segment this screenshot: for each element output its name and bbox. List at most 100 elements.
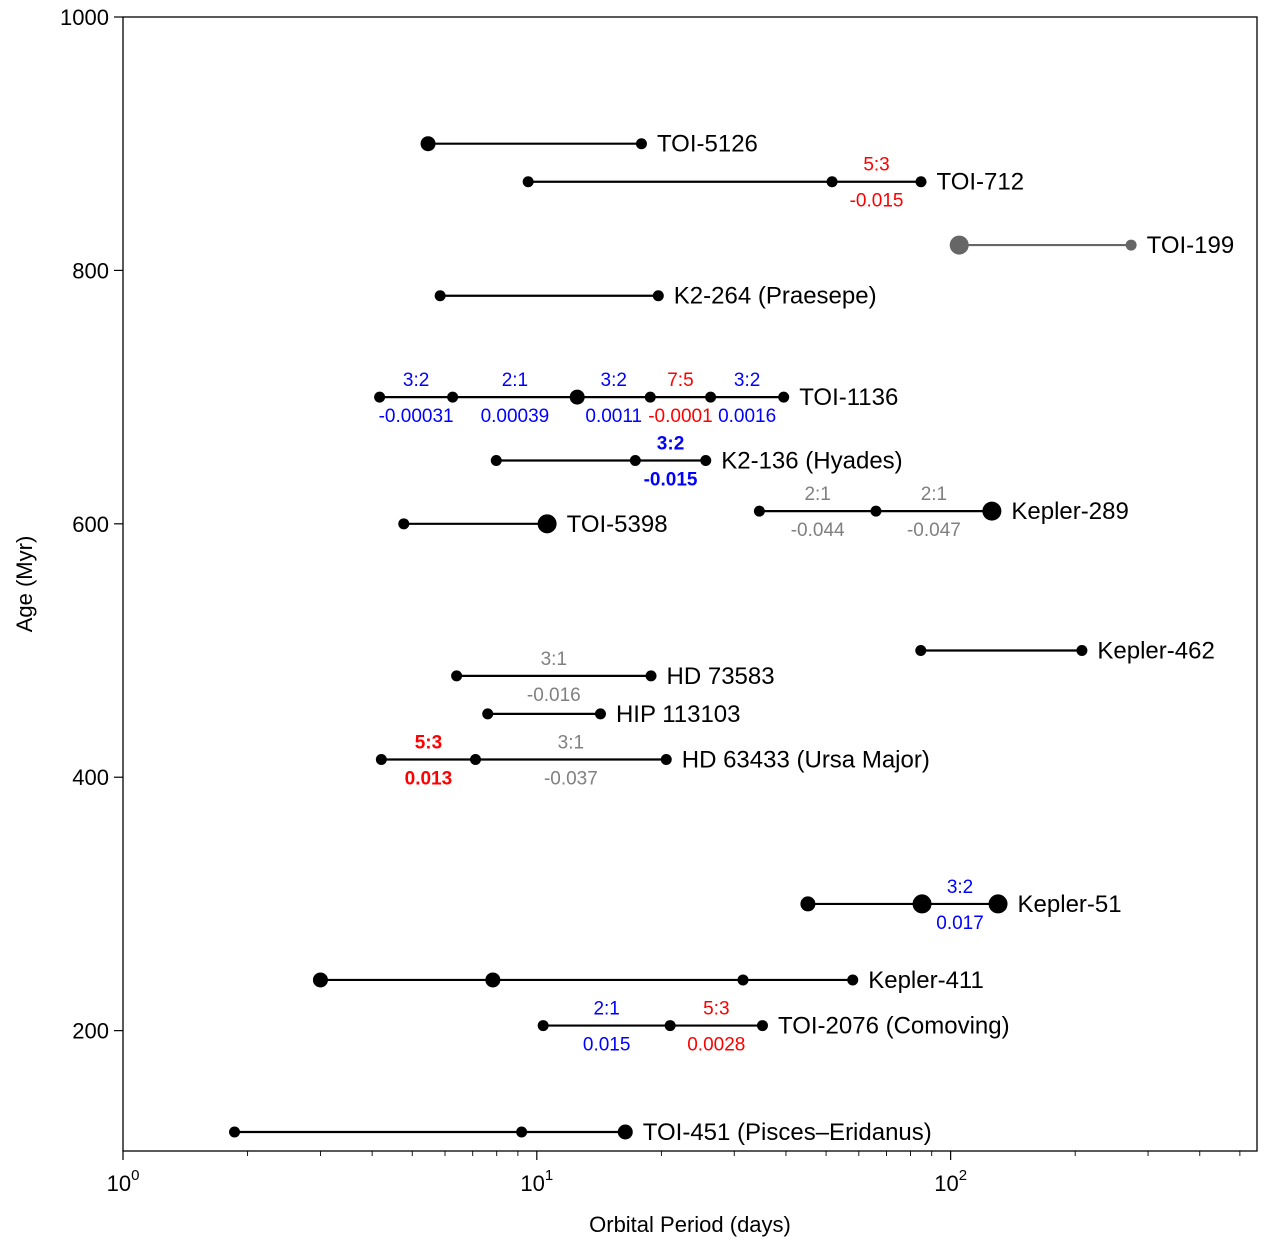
resonance-offset-label: 0.017 bbox=[936, 913, 984, 934]
system-toi-199: TOI-199 bbox=[949, 232, 1235, 259]
x-axis-ticks: 100 101 102 bbox=[107, 1151, 1241, 1196]
x-tick-label: 102 bbox=[934, 1167, 967, 1196]
resonance-ratio-label: 3:2 bbox=[947, 877, 973, 898]
planet-marker bbox=[1125, 239, 1137, 251]
planet-marker bbox=[447, 391, 459, 403]
planet-marker bbox=[312, 972, 328, 988]
resonance-ratio-label: 2:1 bbox=[804, 484, 830, 505]
resonance-ratio-label: 3:1 bbox=[558, 732, 584, 753]
planet-marker bbox=[470, 753, 482, 765]
resonance-offset-label: -0.00031 bbox=[379, 406, 454, 427]
system-hip-113103: HIP 113103 bbox=[482, 701, 741, 728]
planet-marker bbox=[753, 505, 765, 517]
system-kepler-462: Kepler-462 bbox=[915, 638, 1215, 665]
planet-marker bbox=[915, 645, 927, 657]
y-axis-title: Age (Myr) bbox=[12, 536, 37, 633]
resonance-offset-label: 0.015 bbox=[583, 1035, 631, 1056]
planet-marker bbox=[660, 753, 672, 765]
system-name-label: TOI-5398 bbox=[567, 511, 668, 538]
planet-marker bbox=[375, 753, 387, 765]
system-name-label: HIP 113103 bbox=[616, 701, 741, 728]
resonance-offset-label: -0.016 bbox=[527, 685, 581, 706]
system-name-label: Kepler-411 bbox=[868, 967, 984, 994]
planet-marker bbox=[374, 391, 386, 403]
resonance-offset-label: -0.0001 bbox=[648, 406, 712, 427]
planet-marker bbox=[537, 514, 557, 534]
planet-marker bbox=[485, 972, 501, 988]
resonance-ratio-label: 3:2 bbox=[657, 433, 684, 454]
planet-marker bbox=[915, 176, 927, 188]
y-tick-label: 600 bbox=[72, 512, 109, 537]
system-name-label: Kepler-51 bbox=[1018, 891, 1122, 918]
resonance-offset-label: -0.044 bbox=[791, 520, 845, 541]
planet-marker bbox=[737, 974, 749, 986]
resonance-ratio-label: 3:2 bbox=[403, 370, 429, 391]
system-toi-5126: TOI-5126 bbox=[420, 131, 758, 158]
planet-marker bbox=[594, 708, 606, 720]
system-k2-264-praesepe: K2-264 (Praesepe) bbox=[434, 283, 877, 310]
system-name-label: Kepler-462 bbox=[1097, 638, 1214, 665]
x-axis-title: Orbital Period (days) bbox=[589, 1212, 791, 1237]
system-name-label: TOI-712 bbox=[936, 169, 1024, 196]
y-tick-label: 400 bbox=[72, 765, 109, 790]
plot-frame bbox=[122, 16, 1258, 1152]
resonance-offset-label: -0.015 bbox=[644, 469, 698, 490]
planet-marker bbox=[516, 1126, 528, 1138]
planet-marker bbox=[482, 708, 494, 720]
planet-marker bbox=[826, 176, 838, 188]
resonance-offset-label: -0.047 bbox=[907, 520, 961, 541]
system-k2-136-hyades: K2-136 (Hyades) 3:2 -0.015 bbox=[490, 433, 903, 490]
planet-marker bbox=[988, 894, 1008, 914]
system-kepler-411: Kepler-411 bbox=[312, 967, 984, 994]
system-hd-73583: HD 73583 3:1 -0.016 bbox=[451, 649, 775, 706]
y-axis-ticks: 200 400 600 800 1000 bbox=[60, 5, 123, 1044]
planet-marker bbox=[847, 974, 859, 986]
x-tick-label: 101 bbox=[520, 1167, 553, 1196]
system-toi-451-pisces-eridanus: TOI-451 (Pisces–Eridanus) bbox=[229, 1119, 932, 1146]
resonance-ratio-label: 3:2 bbox=[601, 370, 627, 391]
system-name-label: HD 73583 bbox=[667, 663, 775, 690]
system-name-label: TOI-451 (Pisces–Eridanus) bbox=[643, 1119, 932, 1146]
resonance-offset-label: 0.00039 bbox=[481, 406, 550, 427]
system-name-label: K2-264 (Praesepe) bbox=[674, 283, 877, 310]
planet-marker bbox=[635, 138, 647, 150]
planet-marker bbox=[645, 670, 657, 682]
planet-marker bbox=[912, 894, 932, 914]
planet-marker bbox=[420, 136, 436, 152]
planet-marker bbox=[644, 391, 656, 403]
resonance-ratio-label: 2:1 bbox=[502, 370, 528, 391]
planet-marker bbox=[700, 454, 712, 466]
system-name-label: TOI-2076 (Comoving) bbox=[778, 1013, 1010, 1040]
system-name-label: TOI-5126 bbox=[657, 131, 758, 158]
resonance-offset-label: -0.037 bbox=[544, 768, 598, 789]
planet-marker bbox=[537, 1020, 549, 1032]
resonance-ratio-label: 3:1 bbox=[541, 649, 567, 670]
system-name-label: TOI-199 bbox=[1147, 232, 1235, 259]
system-name-label: TOI-1136 bbox=[799, 384, 898, 411]
planet-marker bbox=[229, 1126, 241, 1138]
planet-marker bbox=[870, 505, 882, 517]
resonance-offset-label: 0.013 bbox=[405, 768, 453, 789]
planet-marker bbox=[982, 501, 1002, 521]
planet-marker bbox=[629, 454, 641, 466]
system-name-label: Kepler-289 bbox=[1011, 498, 1128, 525]
resonance-offset-label: 0.0011 bbox=[585, 406, 642, 427]
planet-marker bbox=[778, 391, 790, 403]
resonance-ratio-label: 2:1 bbox=[921, 484, 947, 505]
resonance-offset-label: 0.0028 bbox=[687, 1035, 745, 1056]
planet-marker bbox=[800, 896, 816, 912]
resonance-ratio-label: 5:3 bbox=[863, 155, 889, 176]
system-toi-1136: TOI-1136 3:2 -0.00031 2:1 0.00039 3:2 0.0011 7:… bbox=[374, 370, 898, 427]
planet-marker bbox=[398, 518, 410, 530]
system-name-label: HD 63433 (Ursa Major) bbox=[682, 746, 930, 773]
planet-marker bbox=[434, 290, 446, 302]
resonance-ratio-label: 5:3 bbox=[415, 732, 442, 753]
system-kepler-51: Kepler-51 3:2 0.017 bbox=[800, 877, 1122, 934]
planet-marker bbox=[664, 1020, 676, 1032]
y-tick-label: 200 bbox=[72, 1019, 109, 1044]
system-toi-2076-comoving: TOI-2076 (Comoving) 2:1 0.015 5:3 0.0028 bbox=[537, 999, 1010, 1056]
resonance-ratio-label: 2:1 bbox=[593, 999, 619, 1020]
system-kepler-289: Kepler-289 2:1 -0.044 2:1 -0.047 bbox=[753, 484, 1129, 541]
system-toi-712: TOI-712 5:3 -0.015 bbox=[522, 155, 1024, 212]
